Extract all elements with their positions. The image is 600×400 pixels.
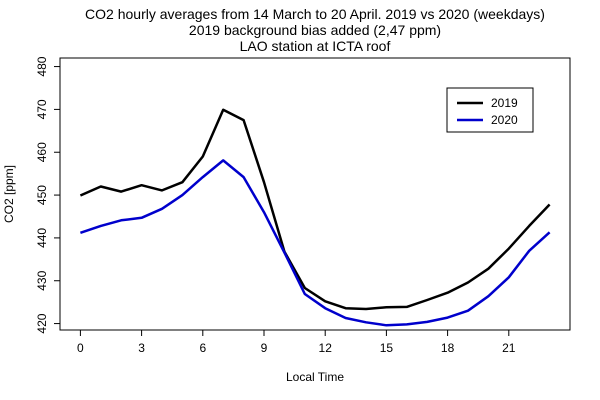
y-axis-label: CO2 [ppm] [2, 165, 16, 223]
y-tick-label: 430 [35, 270, 49, 290]
x-tick-label: 21 [502, 341, 516, 355]
x-tick-label: 9 [261, 341, 268, 355]
y-tick-label: 460 [35, 142, 49, 162]
legend-label: 2020 [491, 113, 518, 127]
x-tick-label: 6 [199, 341, 206, 355]
x-tick-label: 0 [77, 341, 84, 355]
chart-title: CO2 hourly averages from 14 March to 20 … [85, 6, 545, 54]
y-tick-label: 440 [35, 228, 49, 248]
series-line-2020 [79, 159, 551, 327]
legend-box [446, 87, 534, 133]
y-tick-label: 450 [35, 185, 49, 205]
y-tick-label: 420 [35, 313, 49, 333]
chart-title-line: LAO station at ICTA roof [240, 38, 391, 54]
y-tick-label: 480 [35, 56, 49, 76]
x-tick-label: 15 [380, 341, 394, 355]
chart-title-line: CO2 hourly averages from 14 March to 20 … [85, 6, 545, 22]
series-line-2019 [79, 108, 551, 311]
legend-label: 2019 [491, 96, 518, 110]
series-layer [79, 108, 551, 327]
y-axis: 420 430 440 450 460 470 480 [35, 56, 60, 334]
plot-frame [59, 57, 571, 331]
x-tick-label: 18 [441, 341, 455, 355]
x-tick-label: 3 [138, 341, 145, 355]
x-tick-label: 12 [319, 341, 333, 355]
x-axis: 0 3 6 9 12 15 18 21 [77, 330, 516, 355]
legend: 2019 2020 [446, 87, 534, 133]
x-axis-label: Local Time [286, 370, 344, 384]
y-tick-label: 470 [35, 99, 49, 119]
chart-title-line: 2019 background bias added (2,47 ppm) [189, 22, 441, 38]
